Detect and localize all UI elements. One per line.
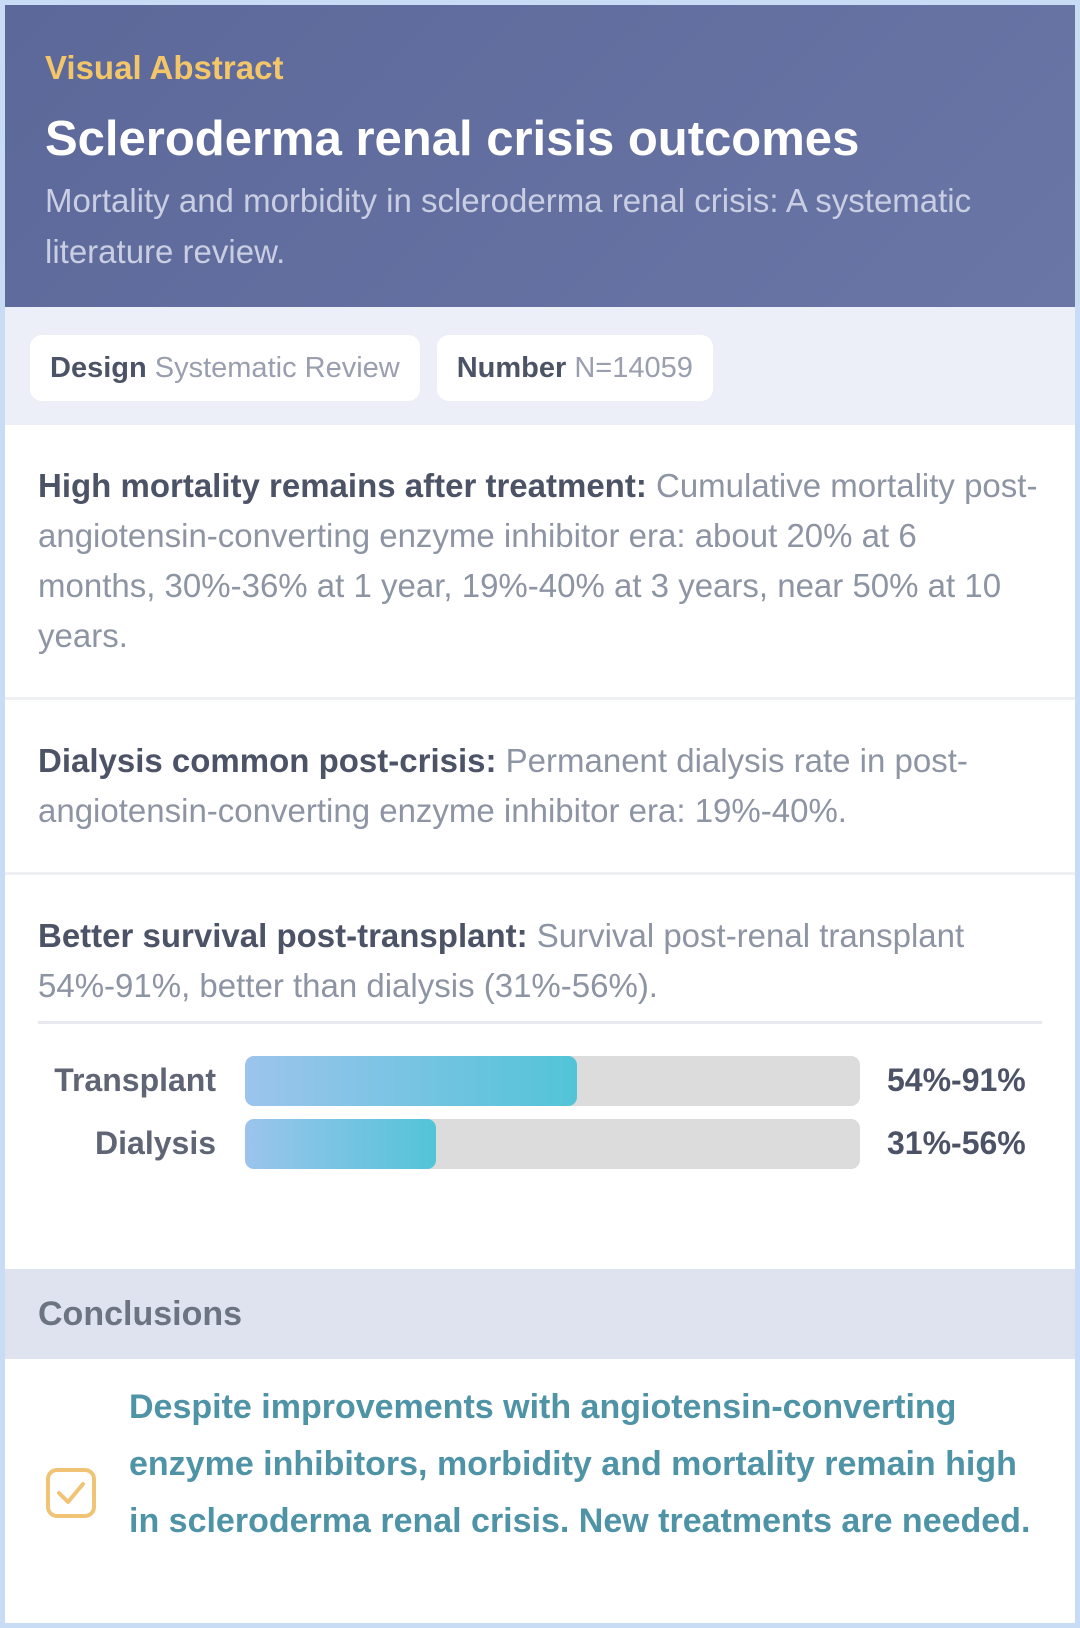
- finding: Better survival post-transplant: Surviva…: [5, 875, 1075, 1021]
- tag-value: Systematic Review: [154, 352, 400, 384]
- tag-label: Number: [456, 352, 567, 384]
- conclusions-text: Despite improvements with angiotensin-co…: [129, 1388, 1031, 1540]
- tags: Design Systematic Review Number N=14059: [5, 307, 1075, 425]
- bar-value-label: 54%-91%: [887, 1062, 1026, 1098]
- finding-text: Survival post-renal transplant 54%-91%, …: [38, 917, 965, 1004]
- bar-value-label: 31%-56%: [887, 1125, 1026, 1161]
- finding-heading: High mortality remains after treatment:: [38, 467, 647, 504]
- bar-row: Dialysis 31%-56%: [38, 1112, 1042, 1175]
- kicker: Visual Abstract: [45, 49, 284, 86]
- check-icon: [46, 1468, 96, 1518]
- subtitle: Mortality and morbidity in scleroderma r…: [45, 182, 972, 270]
- bar-row: Transplant 54%-91%: [38, 1049, 1042, 1112]
- finding-text: Permanent dialysis rate in post-angioten…: [38, 742, 968, 829]
- findings: High mortality remains after treatment: …: [5, 425, 1075, 1021]
- finding-heading: Better survival post-transplant:: [38, 917, 528, 954]
- bar-label: Dialysis: [95, 1125, 216, 1161]
- bar-track: [245, 1055, 860, 1106]
- bar: [245, 1118, 436, 1169]
- tag-value: N=14059: [574, 352, 693, 384]
- finding: Dialysis common post-crisis: Permanent d…: [5, 700, 1075, 875]
- tag: Design Systematic Review: [30, 335, 420, 401]
- finding-heading: Dialysis common post-crisis:: [38, 742, 497, 779]
- bar-track: [245, 1118, 860, 1169]
- header: Visual Abstract Scleroderma renal crisis…: [5, 5, 1075, 307]
- finding-text: Cumulative mortality post-angiotensin-co…: [38, 467, 1038, 654]
- finding: High mortality remains after treatment: …: [5, 425, 1075, 700]
- tag-label: Design: [50, 352, 147, 384]
- bar-label: Transplant: [54, 1062, 216, 1098]
- bar-chart: Transplant 54%-91% Dialysis 31%-56%: [38, 1021, 1042, 1219]
- title: Scleroderma renal crisis outcomes: [45, 112, 860, 166]
- bar: [245, 1055, 578, 1106]
- tag: Number N=14059: [436, 335, 713, 401]
- conclusions-heading: Conclusions: [5, 1269, 1075, 1359]
